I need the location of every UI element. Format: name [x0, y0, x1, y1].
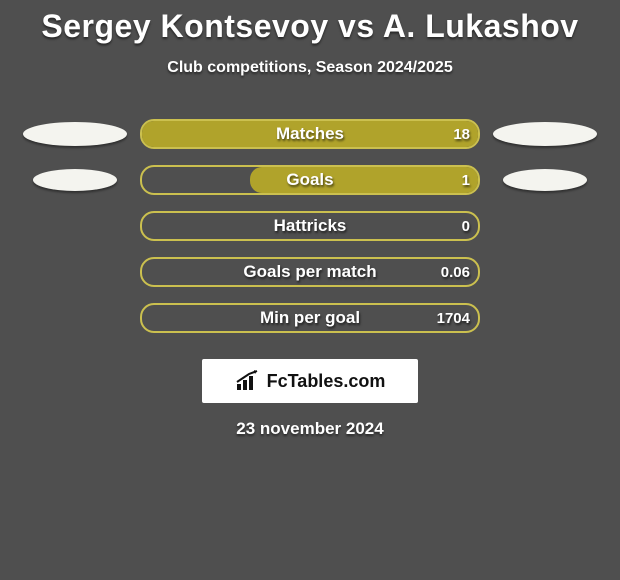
subtitle: Club competitions, Season 2024/2025	[0, 59, 620, 77]
comparison-chart: Matches 18 Goals 1 Hattricks 0	[0, 111, 620, 341]
stat-bar: Goals per match 0.06	[140, 257, 480, 287]
ellipse-icon	[493, 122, 597, 146]
right-avatar-slot	[490, 295, 600, 341]
left-avatar-slot	[20, 157, 130, 203]
left-avatar-slot	[20, 295, 130, 341]
bar-track	[140, 211, 480, 241]
right-avatar-slot	[490, 203, 600, 249]
left-avatar-slot	[20, 249, 130, 295]
stat-row: Min per goal 1704	[0, 295, 620, 341]
brand-link[interactable]: FcTables.com	[202, 359, 418, 403]
left-avatar-slot	[20, 111, 130, 157]
stat-bar: Min per goal 1704	[140, 303, 480, 333]
stat-bar: Matches 18	[140, 119, 480, 149]
right-avatar-slot	[490, 111, 600, 157]
right-avatar-slot	[490, 249, 600, 295]
right-avatar-slot	[490, 157, 600, 203]
bar-fill	[250, 167, 478, 193]
stat-bar: Goals 1	[140, 165, 480, 195]
left-avatar-slot	[20, 203, 130, 249]
stat-row: Goals per match 0.06	[0, 249, 620, 295]
stat-bar: Hattricks 0	[140, 211, 480, 241]
bar-track	[140, 303, 480, 333]
bar-track	[140, 257, 480, 287]
stats-comparison-card: Sergey Kontsevoy vs A. Lukashov Club com…	[0, 0, 620, 580]
ellipse-icon	[33, 169, 117, 191]
stat-row: Matches 18	[0, 111, 620, 157]
ellipse-icon	[23, 122, 127, 146]
ellipse-icon	[503, 169, 587, 191]
brand-label: FcTables.com	[267, 371, 386, 392]
stat-row: Hattricks 0	[0, 203, 620, 249]
bar-chart-icon	[235, 370, 261, 392]
snapshot-date: 23 november 2024	[0, 419, 620, 439]
bar-fill	[142, 121, 478, 147]
stat-row: Goals 1	[0, 157, 620, 203]
page-title: Sergey Kontsevoy vs A. Lukashov	[0, 0, 620, 45]
